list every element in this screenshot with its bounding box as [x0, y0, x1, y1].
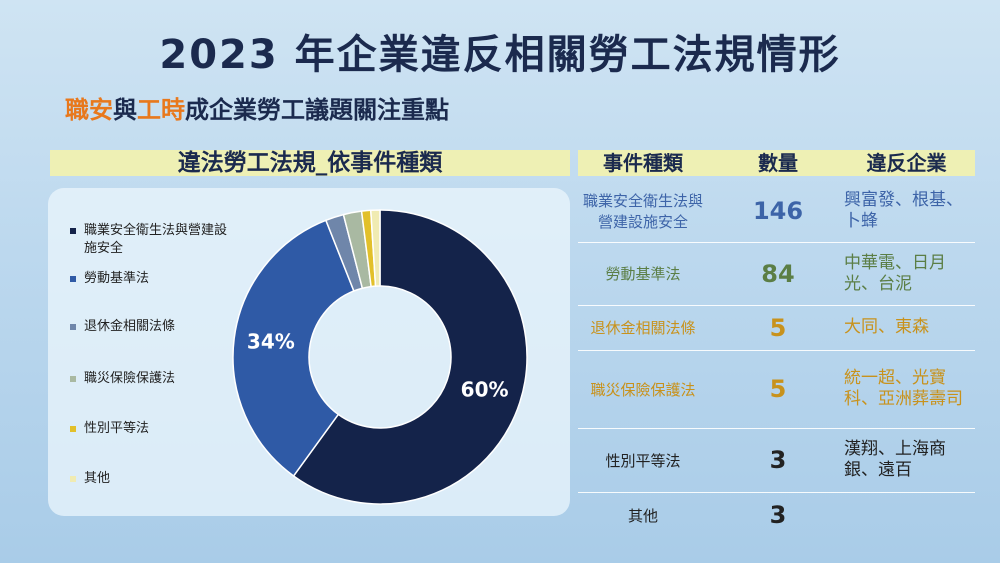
donut-slice: [369, 209, 381, 287]
subtitle-part: 職安: [65, 96, 113, 124]
data-label: 34%: [247, 330, 295, 354]
table-cell: [844, 492, 969, 538]
legend-label: 性別平等法: [84, 421, 150, 436]
table-cell: 5: [769, 375, 787, 403]
donut-slice: [292, 209, 528, 505]
table-row: 職災保險保護法 5 統一超、光寶科、亞洲葬壽司: [578, 350, 975, 429]
table-row: 退休金相關法條 5 大同、東森: [578, 305, 975, 351]
table-cell: 5: [769, 313, 787, 342]
legend-swatch: [70, 276, 76, 282]
title: 2023 年企業違反相關勞工法規情形: [159, 32, 841, 78]
table-cell: 146: [752, 197, 804, 225]
table-cell: 中華電、日月光、台泥: [844, 252, 946, 294]
data-label: 60%: [461, 377, 509, 401]
table-cell: 勞動基準法: [605, 265, 681, 283]
legend-swatch: [70, 376, 76, 382]
chart-title: 違法勞工法規_依事件種類: [50, 150, 570, 176]
table-cell: 其他: [627, 506, 658, 525]
table-cell: 職災保險保護法: [590, 380, 696, 399]
table-row: 其他 3: [578, 492, 975, 538]
table-cell: 大同、東森: [844, 317, 929, 337]
table-header-cell: 違反企業: [866, 151, 947, 175]
subtitle: 職安與工時成企業勞工議題關注重點: [65, 90, 449, 125]
legend-swatch: [70, 228, 76, 234]
table-cell: 性別平等法: [605, 451, 681, 470]
legend-label: 勞動基準法: [84, 271, 150, 286]
table-header-cell: 數量: [758, 151, 798, 175]
subtitle-part: 與: [113, 96, 137, 124]
subtitle-part: 工時: [137, 96, 185, 124]
legend-label: 其他: [84, 471, 111, 486]
table-cell: 84: [761, 259, 795, 288]
legend-item: 職業安全衛生法與營建設施安全: [70, 222, 235, 258]
table-row: 勞動基準法 84 中華電、日月光、台泥: [578, 242, 975, 306]
legend-item: 勞動基準法: [70, 270, 235, 288]
legend-item: 性別平等法: [70, 420, 235, 438]
table-cell: 興富發、根基、卜蜂: [844, 190, 963, 231]
table-cell: 職業安全衛生法與營建設施安全: [582, 192, 703, 231]
legend-item: 其他: [70, 470, 235, 488]
legend-item: 職災保險保護法: [70, 370, 235, 388]
table-row: 職業安全衛生法與營建設施安全 146 興富發、根基、卜蜂: [578, 180, 975, 243]
table-header: 事件種類 數量 違反企業: [578, 150, 975, 176]
legend-swatch: [70, 426, 76, 432]
subtitle-part: 成企業勞工議題關注重點: [185, 96, 449, 124]
table-cell: 漢翔、上海商銀、遠百: [844, 439, 946, 480]
legend-swatch: [70, 324, 76, 330]
legend-label: 職災保險保護法: [84, 371, 176, 386]
legend-label: 退休金相關法條: [84, 319, 176, 334]
legend-swatch: [70, 476, 76, 482]
legend-label: 職業安全衛生法與營建設施安全: [84, 223, 228, 256]
table-cell: 3: [769, 501, 787, 529]
table-cell: 退休金相關法條: [590, 319, 696, 337]
table-cell: 3: [769, 446, 787, 474]
table-cell: 統一超、光寶科、亞洲葬壽司: [844, 368, 963, 409]
table-header-cell: 事件種類: [603, 151, 683, 175]
table-row: 性別平等法 3 漢翔、上海商銀、遠百: [578, 428, 975, 493]
donut-slice: [232, 219, 355, 477]
legend-item: 退休金相關法條: [70, 318, 235, 336]
